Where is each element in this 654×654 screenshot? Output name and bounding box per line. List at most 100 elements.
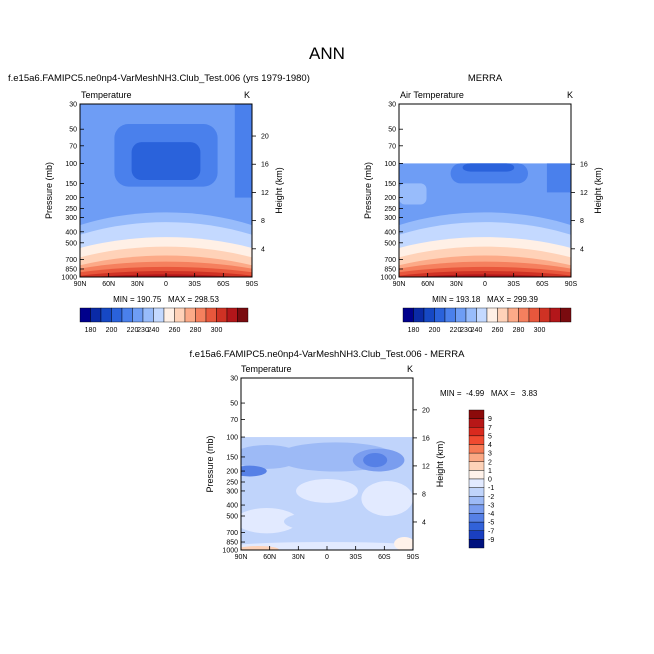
colorbar-swatch [465,307,477,323]
colorbar-swatch [468,427,485,437]
cold-region-inner [462,163,515,172]
y-tick-label: 150 [226,454,238,461]
panel-1-title: f.e15a6.FAMIPC5.ne0np4-VarMeshNH3.Club_T… [8,73,310,84]
x-tick-label: 30S [188,281,201,288]
colorbar-swatch [237,307,249,323]
colorbar-label: 240 [148,327,160,334]
y-tick-label: 70 [69,143,77,150]
colorbar-swatch [79,307,91,323]
cold-region-pole [546,163,571,193]
colorbar-swatch [560,307,572,323]
colorbar-swatch [468,409,485,419]
colorbar-label: 1 [488,468,492,475]
y-tick-label: 500 [226,514,238,521]
y2-tick-label: 8 [261,218,265,225]
x-tick-label: 30N [131,281,144,288]
y-tick-label: 700 [384,257,396,264]
y-tick-label: 250 [384,206,396,213]
y-tick-label: 200 [226,469,238,476]
y-tick-label: 500 [65,240,77,247]
colorbar-swatch [486,307,498,323]
y-tick-label: 200 [65,195,77,202]
y-tick-label: 50 [230,401,238,408]
x-tick-label: 90N [235,554,248,561]
y2-tick-label: 4 [422,519,426,526]
colorbar-swatch [226,307,238,323]
x-tick-label: 30S [349,554,362,561]
cold-region-inner [131,142,201,180]
y-tick-label: 150 [65,181,77,188]
y2-tick-label: 16 [580,162,588,169]
x-tick-label: 30S [507,281,520,288]
colorbar-label: 240 [471,327,483,334]
x-tick-label: 0 [483,281,487,288]
y-tick-label: 700 [226,530,238,537]
panel-1-field [80,104,252,277]
y-tick-label: 300 [226,488,238,495]
y2-tick-label: 20 [261,134,269,141]
colorbar-label: -9 [488,537,494,544]
colorbar-swatch [100,307,112,323]
colorbar-label: 7 [488,425,492,432]
y2-axis-label: Height (km) [435,441,445,488]
colorbar-label: 4 [488,442,492,449]
y-tick-label: 850 [65,266,77,273]
cold-region-pole [234,104,252,198]
x-tick-label: 90N [74,281,87,288]
colorbar-label: 2 [488,459,492,466]
y-tick-label: 1000 [380,275,396,282]
y-tick-label: 50 [388,127,396,134]
panel-3-title: f.e15a6.FAMIPC5.ne0np4-VarMeshNH3.Club_T… [189,349,465,360]
y-tick-label: 30 [230,376,238,383]
colorbar-swatch [142,307,154,323]
y2-axis-label: Height (km) [274,167,284,214]
y2-axis-label: Height (km) [593,167,603,214]
x-tick-label: 0 [325,554,329,561]
y-tick-label: 50 [69,127,77,134]
y2-tick-label: 4 [580,246,584,253]
colorbar-label: 230 [137,327,149,334]
colorbar-label: 200 [429,327,441,334]
colorbar-label: -7 [488,528,494,535]
colorbar-label: 5 [488,433,492,440]
panel-1-stats: MIN = 190.75 MAX = 298.53 [113,295,219,304]
difference-contour [394,536,413,550]
colorbar-swatch [468,418,485,428]
colorbar-swatch [90,307,102,323]
colorbar-swatch [468,461,485,471]
x-tick-label: 60N [421,281,434,288]
y-tick-label: 100 [384,161,396,168]
colorbar-swatch [518,307,530,323]
colorbar-swatch [468,435,485,445]
colorbar-label: -5 [488,520,494,527]
colorbar-swatch [528,307,540,323]
colorbar-label: 280 [190,327,202,334]
colorbar-label: 180 [408,327,420,334]
panel-2-title: MERRA [467,73,503,84]
colorbar-swatch [497,307,509,323]
x-tick-label: 90N [393,281,406,288]
colorbar-swatch [205,307,217,323]
colorbar-swatch [455,307,467,323]
colorbar-label: 230 [460,327,472,334]
colorbar-swatch [163,307,175,323]
y2-tick-label: 8 [580,218,584,225]
panel-3-axes: 305070100150200250300400500700850100090N… [205,376,445,562]
y2-tick-label: 16 [422,435,430,442]
colorbar-swatch [195,307,207,323]
y-tick-label: 300 [65,215,77,222]
difference-contour [241,541,413,550]
figure-title: ANN [309,44,345,63]
colorbar-swatch [507,307,519,323]
colorbar-label: 200 [106,327,118,334]
y-tick-label: 100 [226,435,238,442]
y-tick-label: 400 [384,229,396,236]
colorbar-label: -2 [488,494,494,501]
difference-contour [363,452,388,468]
difference-contour [241,507,298,534]
colorbar-swatch [111,307,123,323]
colorbar-swatch [413,307,425,323]
x-tick-label: 60N [102,281,115,288]
difference-contour [241,465,267,477]
